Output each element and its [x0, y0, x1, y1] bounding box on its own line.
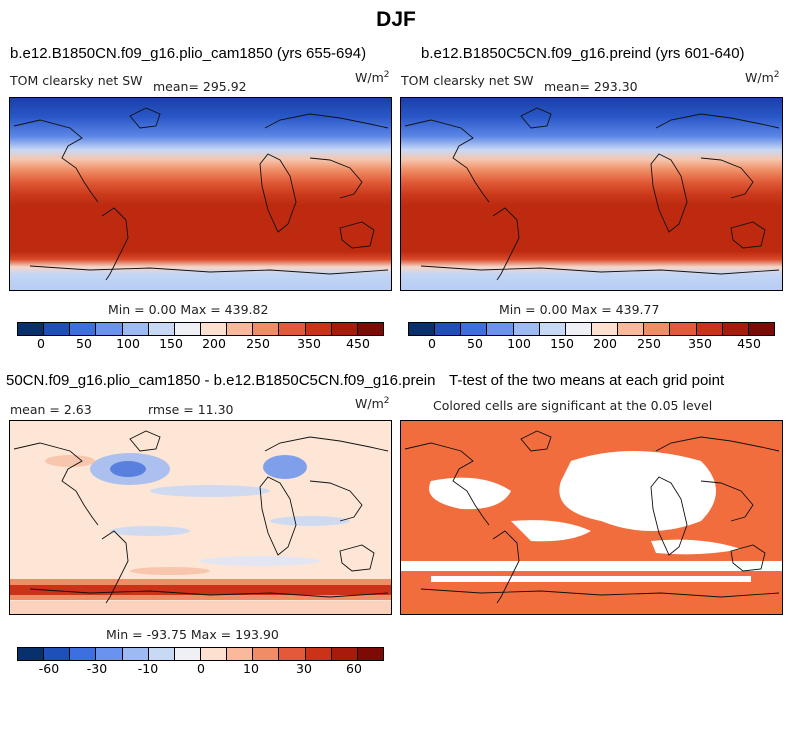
colorbar-swatch	[305, 648, 332, 660]
colorbar-tick-label: 0	[428, 336, 436, 351]
colorbar-swatch	[357, 648, 383, 660]
colorbar-swatch	[44, 648, 71, 660]
colorbar-swatch	[748, 323, 774, 335]
colorbar-tick-label: 450	[737, 336, 761, 351]
colorbar-swatch	[148, 323, 175, 335]
colorbar-swatch	[200, 323, 228, 335]
colorbar-swatch	[44, 323, 71, 335]
colorbar-tick-label: 30	[296, 661, 312, 676]
colorbar-swatch	[305, 323, 332, 335]
colorbar-tick-label: 450	[346, 336, 370, 351]
colorbar-swatch	[253, 323, 280, 335]
panel2-colorbar	[408, 322, 775, 336]
colorbar-tick-label: 0	[197, 661, 205, 676]
colorbar-swatch	[409, 323, 436, 335]
colorbar-swatch	[227, 323, 254, 335]
panel3-title: 50CN.f09_g16.plio_cam1850 - b.e12.B1850C…	[6, 372, 436, 389]
colorbar-swatch	[122, 323, 149, 335]
colorbar-swatch	[70, 648, 97, 660]
colorbar-swatch	[200, 648, 228, 660]
colorbar-tick-label: 250	[246, 336, 270, 351]
colorbar-swatch	[174, 323, 201, 335]
panel3-map	[9, 420, 392, 615]
colorbar-swatch	[253, 648, 280, 660]
colorbar-swatch	[96, 323, 123, 335]
colorbar-swatch	[591, 323, 619, 335]
colorbar-tick-label: 50	[76, 336, 92, 351]
panel1-mean: mean= 295.92	[153, 79, 247, 94]
colorbar-swatch	[96, 648, 123, 660]
panel3-units: W/m2	[355, 396, 390, 412]
colorbar-swatch	[513, 323, 540, 335]
colorbar-tick-label: 100	[116, 336, 140, 351]
panel1-colorbar-ticks: 0 50 100 150 200 250 350 450	[17, 336, 384, 352]
panel2-minmax: Min = 0.00 Max = 439.77	[499, 302, 660, 317]
colorbar-swatch	[487, 323, 514, 335]
panel1-variable: TOM clearsky net SW	[10, 73, 143, 88]
panel2-title: b.e12.B1850C5CN.f09_g16.preind (yrs 601-…	[421, 45, 745, 62]
panel3-minmax: Min = -93.75 Max = 193.90	[106, 627, 279, 642]
panel4-map	[400, 420, 783, 615]
colorbar-swatch	[227, 648, 254, 660]
colorbar-swatch	[18, 648, 45, 660]
colorbar-swatch	[357, 323, 383, 335]
colorbar-tick-label: 100	[507, 336, 531, 351]
colorbar-tick-label: 250	[637, 336, 661, 351]
panel3-colorbar	[17, 647, 384, 661]
panel1-map	[9, 97, 392, 291]
colorbar-swatch	[644, 323, 671, 335]
colorbar-swatch	[461, 323, 488, 335]
panel1-title: b.e12.B1850CN.f09_g16.plio_cam1850 (yrs …	[10, 45, 367, 62]
colorbar-swatch	[331, 648, 358, 660]
colorbar-swatch	[539, 323, 566, 335]
panel4-title: T-test of the two means at each grid poi…	[449, 372, 725, 389]
panel1-colorbar	[17, 322, 384, 336]
colorbar-tick-label: 200	[593, 336, 617, 351]
colorbar-tick-label: 200	[202, 336, 226, 351]
colorbar-tick-label: 10	[243, 661, 259, 676]
colorbar-tick-label: -60	[38, 661, 60, 676]
colorbar-swatch	[279, 323, 306, 335]
colorbar-swatch	[174, 648, 201, 660]
colorbar-tick-label: 150	[159, 336, 183, 351]
panel1-units: W/m2	[355, 70, 390, 86]
colorbar-swatch	[435, 323, 462, 335]
panel3-mean: mean = 2.63	[10, 402, 92, 417]
panel2-colorbar-ticks: 0 50 100 150 200 250 350 450	[408, 336, 775, 352]
colorbar-tick-label: 350	[297, 336, 321, 351]
colorbar-swatch	[18, 323, 45, 335]
panel3-colorbar-ticks: -60 -30 -10 0 10 30 60	[17, 661, 384, 677]
colorbar-tick-label: 0	[37, 336, 45, 351]
panel1-minmax: Min = 0.00 Max = 439.82	[108, 302, 269, 317]
panel2-map	[400, 97, 783, 291]
colorbar-swatch	[122, 648, 149, 660]
panel2-variable: TOM clearsky net SW	[401, 73, 534, 88]
colorbar-tick-label: -10	[137, 661, 159, 676]
colorbar-tick-label: 350	[688, 336, 712, 351]
colorbar-swatch	[70, 323, 97, 335]
colorbar-tick-label: 150	[550, 336, 574, 351]
colorbar-tick-label: 50	[467, 336, 483, 351]
colorbar-tick-label: -30	[86, 661, 108, 676]
colorbar-swatch	[670, 323, 697, 335]
panel3-rmse: rmse = 11.30	[148, 402, 234, 417]
panel2-units: W/m2	[745, 70, 780, 86]
colorbar-swatch	[722, 323, 749, 335]
colorbar-swatch	[696, 323, 723, 335]
colorbar-swatch	[279, 648, 306, 660]
figure-title: DJF	[376, 8, 416, 31]
colorbar-swatch	[148, 648, 175, 660]
colorbar-swatch	[331, 323, 358, 335]
panel4-subtitle: Colored cells are significant at the 0.0…	[433, 398, 713, 413]
colorbar-swatch	[618, 323, 645, 335]
colorbar-tick-label: 60	[346, 661, 362, 676]
panel2-mean: mean= 293.30	[544, 79, 638, 94]
colorbar-swatch	[565, 323, 592, 335]
